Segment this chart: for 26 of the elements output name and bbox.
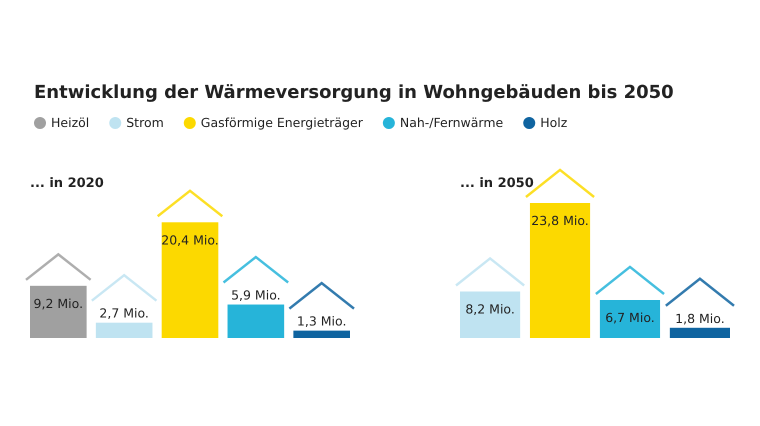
data-label: 1,8 Mio. bbox=[675, 310, 725, 326]
legend-label: Nah-/Fernwärme bbox=[400, 115, 504, 130]
bar bbox=[530, 203, 590, 338]
data-label: 1,3 Mio. bbox=[296, 314, 346, 329]
data-label: 20,4 Mio. bbox=[161, 232, 219, 248]
chart-title: Entwicklung der Wärmeversorgung in Wohngebäuden bis 2050 bbox=[34, 82, 674, 103]
data-label: 8,2 Mio. bbox=[465, 301, 515, 316]
bar bbox=[30, 286, 87, 338]
chart-title: ... in 2050 bbox=[460, 176, 534, 191]
bar bbox=[228, 304, 284, 338]
legend-label: Heizöl bbox=[51, 115, 90, 130]
legend-label: Holz bbox=[540, 115, 568, 130]
legend-label: Gasförmige Energieträger bbox=[200, 115, 364, 130]
data-label: 23,8 Mio. bbox=[531, 213, 589, 228]
bar bbox=[293, 330, 350, 338]
legend-label: Strom bbox=[126, 115, 164, 130]
chart-subtitle: ... in 2020 bbox=[30, 176, 104, 191]
data-label: 6,7 Mio. bbox=[605, 310, 655, 325]
bar bbox=[162, 222, 218, 338]
bar bbox=[600, 300, 660, 338]
bar bbox=[460, 291, 520, 338]
bar bbox=[96, 322, 152, 338]
bar bbox=[670, 328, 730, 338]
data-label: 2,7 Mio. bbox=[99, 306, 149, 321]
data-label: 5,9 Mio. bbox=[231, 288, 281, 303]
data-label: 9,2 Mio. bbox=[34, 296, 84, 311]
